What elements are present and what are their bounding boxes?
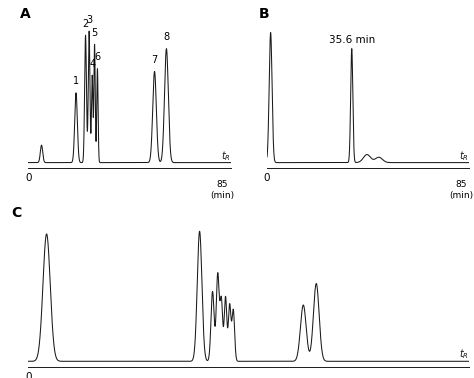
Text: 7: 7 xyxy=(151,55,158,65)
Text: 8: 8 xyxy=(164,32,170,42)
Text: C: C xyxy=(11,206,21,220)
Text: 85
(min): 85 (min) xyxy=(210,180,235,200)
Text: $t_R$: $t_R$ xyxy=(221,149,231,163)
Text: 1: 1 xyxy=(73,76,79,86)
Text: A: A xyxy=(20,8,31,22)
Text: 85
(min): 85 (min) xyxy=(449,180,473,200)
Text: 5: 5 xyxy=(91,28,98,38)
Text: $t_R$: $t_R$ xyxy=(459,347,469,361)
Text: 35.6 min: 35.6 min xyxy=(328,35,375,45)
Text: 2: 2 xyxy=(82,19,89,28)
Text: 3: 3 xyxy=(86,14,92,25)
Text: 4: 4 xyxy=(89,59,95,69)
Text: $t_R$: $t_R$ xyxy=(459,149,469,163)
Text: B: B xyxy=(259,8,270,22)
Text: 6: 6 xyxy=(94,52,100,62)
